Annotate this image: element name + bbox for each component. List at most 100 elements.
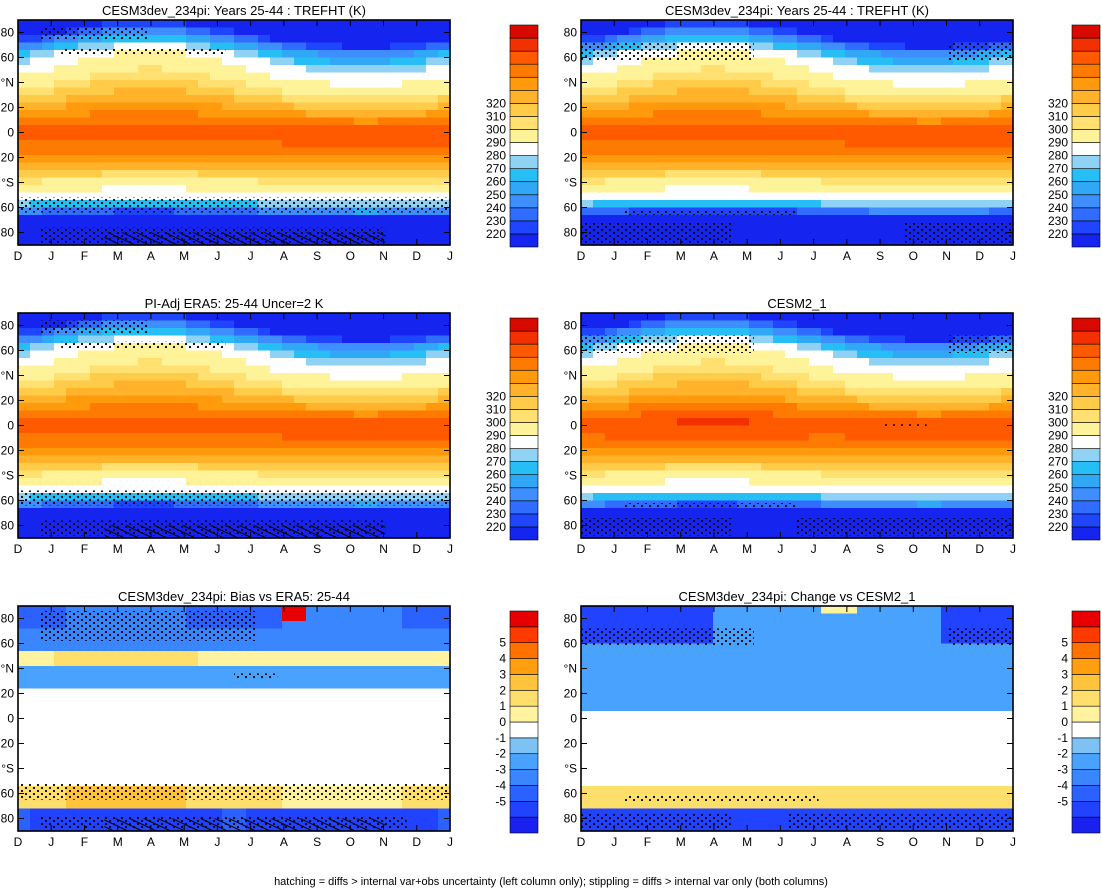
field-cell — [30, 35, 43, 44]
field-cell — [1001, 192, 1014, 201]
field-cell — [150, 643, 163, 652]
field-cell — [366, 87, 379, 96]
field-cell — [210, 80, 223, 89]
field-cell — [845, 335, 858, 344]
field-cell — [833, 185, 846, 194]
field-cell — [234, 350, 247, 359]
field-cell — [210, 102, 223, 111]
field-cell — [342, 162, 355, 171]
field-cell — [869, 335, 882, 344]
field-cell — [150, 651, 163, 660]
field-cell — [402, 425, 415, 434]
field-cell — [893, 388, 906, 397]
field-cell — [881, 110, 894, 119]
field-cell — [629, 508, 642, 517]
field-cell — [78, 455, 91, 464]
field-cell — [629, 20, 642, 29]
field-cell — [965, 403, 978, 412]
field-cell — [102, 117, 115, 126]
field-cell — [797, 155, 810, 164]
field-cell — [162, 72, 175, 81]
field-cell — [833, 140, 846, 149]
field-cell — [893, 478, 906, 487]
field-cell — [761, 87, 774, 96]
field-cell — [102, 222, 115, 231]
field-cell — [294, 448, 307, 457]
field-cell — [737, 65, 750, 74]
field-cell — [581, 200, 594, 209]
field-cell — [701, 470, 714, 479]
field-cell — [66, 185, 79, 194]
field-cell — [354, 57, 367, 66]
field-cell — [941, 320, 954, 329]
field-cell — [30, 170, 43, 179]
field-cell — [186, 643, 199, 652]
x-tick-label: M — [113, 542, 123, 556]
field-cell — [354, 373, 367, 382]
field-cell — [725, 102, 738, 111]
field-cell — [102, 410, 115, 419]
field-cell — [198, 155, 211, 164]
field-cell — [90, 335, 103, 344]
field-cell — [665, 470, 678, 479]
field-cell — [90, 162, 103, 171]
field-cell — [438, 440, 451, 449]
field-cell — [270, 651, 283, 660]
field-cell — [581, 433, 594, 442]
field-cell — [821, 470, 834, 479]
field-cell — [42, 80, 55, 89]
field-cell — [881, 500, 894, 509]
field-cell — [605, 132, 618, 141]
field-cell — [270, 147, 283, 156]
field-cell — [426, 440, 439, 449]
field-cell — [713, 463, 726, 472]
field-cell — [354, 110, 367, 119]
field-cell — [150, 403, 163, 412]
field-cell — [234, 65, 247, 74]
field-cell — [66, 651, 79, 660]
field-cell — [294, 87, 307, 96]
field-cell — [929, 425, 942, 434]
field-cell — [270, 628, 283, 637]
field-cell — [258, 27, 271, 36]
field-cell — [1001, 87, 1014, 96]
field-cell — [713, 177, 726, 186]
field-cell — [905, 350, 918, 359]
colorbar-swatch — [1071, 356, 1101, 371]
field-cell — [845, 350, 858, 359]
field-cell — [174, 162, 187, 171]
field-cell — [845, 343, 858, 352]
field-cell — [426, 20, 439, 29]
field-cell — [905, 463, 918, 472]
field-cell — [222, 418, 235, 427]
field-cell — [366, 65, 379, 74]
field-cell — [162, 57, 175, 66]
field-cell — [701, 147, 714, 156]
field-cell — [66, 192, 79, 201]
field-cell — [773, 140, 786, 149]
field-cell — [977, 380, 990, 389]
field-cell — [78, 80, 91, 89]
field-cell — [438, 87, 451, 96]
field-cell — [665, 478, 678, 487]
field-cell — [593, 57, 606, 66]
field-cell — [282, 365, 295, 374]
field-cell — [809, 72, 822, 81]
field-cell — [378, 20, 391, 29]
field-cell — [366, 57, 379, 66]
field-cell — [965, 155, 978, 164]
field-cell — [222, 117, 235, 126]
field-cell — [869, 237, 882, 246]
field-cell — [234, 425, 247, 434]
field-cell — [605, 470, 618, 479]
field-cell — [18, 433, 31, 442]
field-cell — [30, 72, 43, 81]
field-cell — [833, 440, 846, 449]
field-cell — [965, 493, 978, 502]
field-cell — [701, 110, 714, 119]
field-cell — [641, 440, 654, 449]
field-cell — [258, 350, 271, 359]
field-cell — [641, 328, 654, 337]
field-cell — [66, 403, 79, 412]
field-cell — [426, 102, 439, 111]
